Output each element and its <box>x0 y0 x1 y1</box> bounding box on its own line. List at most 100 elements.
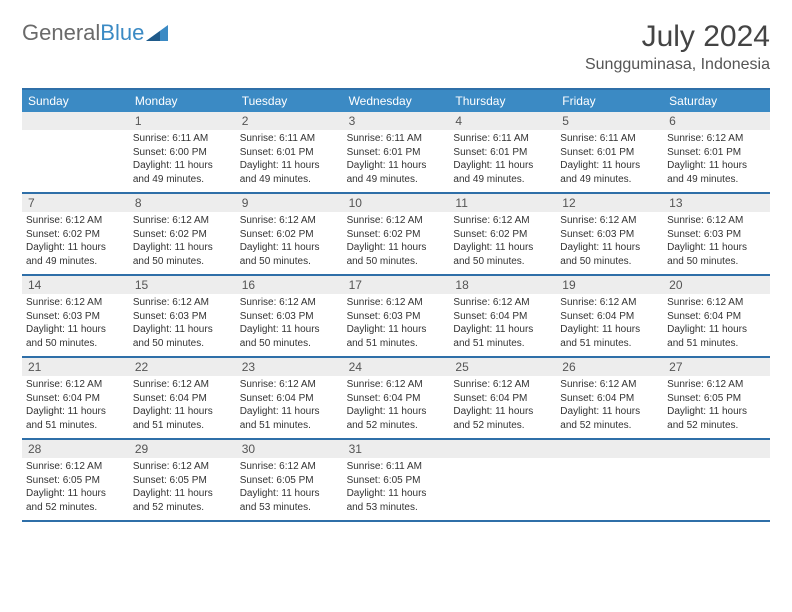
day-content: Sunrise: 6:12 AMSunset: 6:03 PMDaylight:… <box>560 212 659 268</box>
daylight-text: Daylight: 11 hours and 50 minutes. <box>133 323 232 350</box>
sunrise-text: Sunrise: 6:12 AM <box>667 378 766 392</box>
day-number: 2 <box>236 112 343 130</box>
sunrise-text: Sunrise: 6:12 AM <box>667 132 766 146</box>
day-content: Sunrise: 6:12 AMSunset: 6:03 PMDaylight:… <box>133 294 232 350</box>
day-cell: 25 Sunrise: 6:12 AMSunset: 6:04 PMDayligh… <box>449 358 556 438</box>
day-content: Sunrise: 6:12 AMSunset: 6:04 PMDaylight:… <box>560 376 659 432</box>
day-number: 5 <box>556 112 663 130</box>
sunset-text: Sunset: 6:02 PM <box>240 228 339 242</box>
daylight-text: Daylight: 11 hours and 51 minutes. <box>453 323 552 350</box>
daylight-text: Daylight: 11 hours and 49 minutes. <box>560 159 659 186</box>
day-cell: 13Sunrise: 6:12 AMSunset: 6:03 PMDayligh… <box>663 194 770 274</box>
day-cell: 6Sunrise: 6:12 AMSunset: 6:01 PMDaylight… <box>663 112 770 192</box>
day-cell: 2Sunrise: 6:11 AMSunset: 6:01 PMDaylight… <box>236 112 343 192</box>
dayname: Monday <box>129 90 236 112</box>
sunrise-text: Sunrise: 6:11 AM <box>347 460 446 474</box>
day-cell: 15Sunrise: 6:12 AMSunset: 6:03 PMDayligh… <box>129 276 236 356</box>
sunset-text: Sunset: 6:00 PM <box>133 146 232 160</box>
sunrise-text: Sunrise: 6:12 AM <box>133 378 232 392</box>
day-cell: 24Sunrise: 6:12 AMSunset: 6:04 PMDayligh… <box>343 358 450 438</box>
sunrise-text: Sunrise: 6:12 AM <box>26 460 125 474</box>
day-content: Sunrise: 6:12 AMSunset: 6:04 PMDaylight:… <box>453 294 552 350</box>
month-title: July 2024 <box>585 20 770 54</box>
calendar: SundayMondayTuesdayWednesdayThursdayFrid… <box>22 88 770 522</box>
sunset-text: Sunset: 6:04 PM <box>560 310 659 324</box>
sunset-text: Sunset: 6:04 PM <box>453 392 552 406</box>
daylight-text: Daylight: 11 hours and 52 minutes. <box>667 405 766 432</box>
day-content: Sunrise: 6:12 AMSunset: 6:03 PMDaylight:… <box>667 212 766 268</box>
sunset-text: Sunset: 6:03 PM <box>667 228 766 242</box>
daylight-text: Daylight: 11 hours and 50 minutes. <box>453 241 552 268</box>
week-row: 28Sunrise: 6:12 AMSunset: 6:05 PMDayligh… <box>22 440 770 522</box>
day-content: Sunrise: 6:12 AMSunset: 6:02 PMDaylight:… <box>347 212 446 268</box>
sunset-text: Sunset: 6:02 PM <box>453 228 552 242</box>
day-content: Sunrise: 6:12 AMSunset: 6:02 PMDaylight:… <box>26 212 125 268</box>
daylight-text: Daylight: 11 hours and 50 minutes. <box>240 323 339 350</box>
dayname: Sunday <box>22 90 129 112</box>
week-row: 14Sunrise: 6:12 AMSunset: 6:03 PMDayligh… <box>22 276 770 358</box>
day-number: 25 <box>449 358 556 376</box>
day-content: Sunrise: 6:12 AMSunset: 6:03 PMDaylight:… <box>240 294 339 350</box>
day-number: 4 <box>449 112 556 130</box>
daylight-text: Daylight: 11 hours and 51 minutes. <box>133 405 232 432</box>
daylight-text: Daylight: 11 hours and 52 minutes. <box>133 487 232 514</box>
daylight-text: Daylight: 11 hours and 49 minutes. <box>26 241 125 268</box>
day-number: 27 <box>663 358 770 376</box>
sunset-text: Sunset: 6:02 PM <box>347 228 446 242</box>
day-content: Sunrise: 6:11 AMSunset: 6:01 PMDaylight:… <box>560 130 659 186</box>
sunset-text: Sunset: 6:04 PM <box>240 392 339 406</box>
day-cell: 18Sunrise: 6:12 AMSunset: 6:04 PMDayligh… <box>449 276 556 356</box>
day-cell: 14Sunrise: 6:12 AMSunset: 6:03 PMDayligh… <box>22 276 129 356</box>
day-number: 18 <box>449 276 556 294</box>
day-cell: 30Sunrise: 6:12 AMSunset: 6:05 PMDayligh… <box>236 440 343 520</box>
sunrise-text: Sunrise: 6:12 AM <box>560 378 659 392</box>
day-content: Sunrise: 6:11 AMSunset: 6:05 PMDaylight:… <box>347 458 446 514</box>
day-number: 15 <box>129 276 236 294</box>
day-cell: 16Sunrise: 6:12 AMSunset: 6:03 PMDayligh… <box>236 276 343 356</box>
sunrise-text: Sunrise: 6:12 AM <box>453 378 552 392</box>
sunrise-text: Sunrise: 6:12 AM <box>347 296 446 310</box>
dayname: Wednesday <box>343 90 450 112</box>
sunset-text: Sunset: 6:05 PM <box>26 474 125 488</box>
sunrise-text: Sunrise: 6:12 AM <box>133 296 232 310</box>
sunset-text: Sunset: 6:05 PM <box>240 474 339 488</box>
sunset-text: Sunset: 6:01 PM <box>453 146 552 160</box>
day-number: 20 <box>663 276 770 294</box>
day-content: Sunrise: 6:12 AMSunset: 6:04 PMDaylight:… <box>667 294 766 350</box>
sunset-text: Sunset: 6:03 PM <box>240 310 339 324</box>
sunset-text: Sunset: 6:04 PM <box>133 392 232 406</box>
daylight-text: Daylight: 11 hours and 49 minutes. <box>240 159 339 186</box>
sunrise-text: Sunrise: 6:12 AM <box>26 378 125 392</box>
day-number <box>556 440 663 458</box>
daylight-text: Daylight: 11 hours and 49 minutes. <box>347 159 446 186</box>
sunset-text: Sunset: 6:01 PM <box>347 146 446 160</box>
day-content: Sunrise: 6:12 AMSunset: 6:02 PMDaylight:… <box>453 212 552 268</box>
sunset-text: Sunset: 6:01 PM <box>240 146 339 160</box>
day-number: 7 <box>22 194 129 212</box>
day-cell: 28Sunrise: 6:12 AMSunset: 6:05 PMDayligh… <box>22 440 129 520</box>
daylight-text: Daylight: 11 hours and 50 minutes. <box>347 241 446 268</box>
sunset-text: Sunset: 6:03 PM <box>26 310 125 324</box>
sunset-text: Sunset: 6:05 PM <box>347 474 446 488</box>
day-number: 16 <box>236 276 343 294</box>
day-cell: 22Sunrise: 6:12 AMSunset: 6:04 PMDayligh… <box>129 358 236 438</box>
sunrise-text: Sunrise: 6:12 AM <box>240 378 339 392</box>
sunset-text: Sunset: 6:03 PM <box>560 228 659 242</box>
week-row: 21Sunrise: 6:12 AMSunset: 6:04 PMDayligh… <box>22 358 770 440</box>
day-content: Sunrise: 6:12 AMSunset: 6:04 PMDaylight:… <box>240 376 339 432</box>
sunrise-text: Sunrise: 6:11 AM <box>347 132 446 146</box>
day-content: Sunrise: 6:12 AMSunset: 6:01 PMDaylight:… <box>667 130 766 186</box>
sunrise-text: Sunrise: 6:11 AM <box>453 132 552 146</box>
title-block: July 2024 Sungguminasa, Indonesia <box>585 20 770 74</box>
day-cell: 26Sunrise: 6:12 AMSunset: 6:04 PMDayligh… <box>556 358 663 438</box>
daylight-text: Daylight: 11 hours and 50 minutes. <box>560 241 659 268</box>
day-content: Sunrise: 6:11 AMSunset: 6:01 PMDaylight:… <box>347 130 446 186</box>
week-row: 1Sunrise: 6:11 AMSunset: 6:00 PMDaylight… <box>22 112 770 194</box>
daylight-text: Daylight: 11 hours and 52 minutes. <box>453 405 552 432</box>
day-cell: 7Sunrise: 6:12 AMSunset: 6:02 PMDaylight… <box>22 194 129 274</box>
day-cell: 8Sunrise: 6:12 AMSunset: 6:02 PMDaylight… <box>129 194 236 274</box>
sunset-text: Sunset: 6:05 PM <box>667 392 766 406</box>
sunset-text: Sunset: 6:04 PM <box>560 392 659 406</box>
day-cell: 23Sunrise: 6:12 AMSunset: 6:04 PMDayligh… <box>236 358 343 438</box>
day-number: 24 <box>343 358 450 376</box>
